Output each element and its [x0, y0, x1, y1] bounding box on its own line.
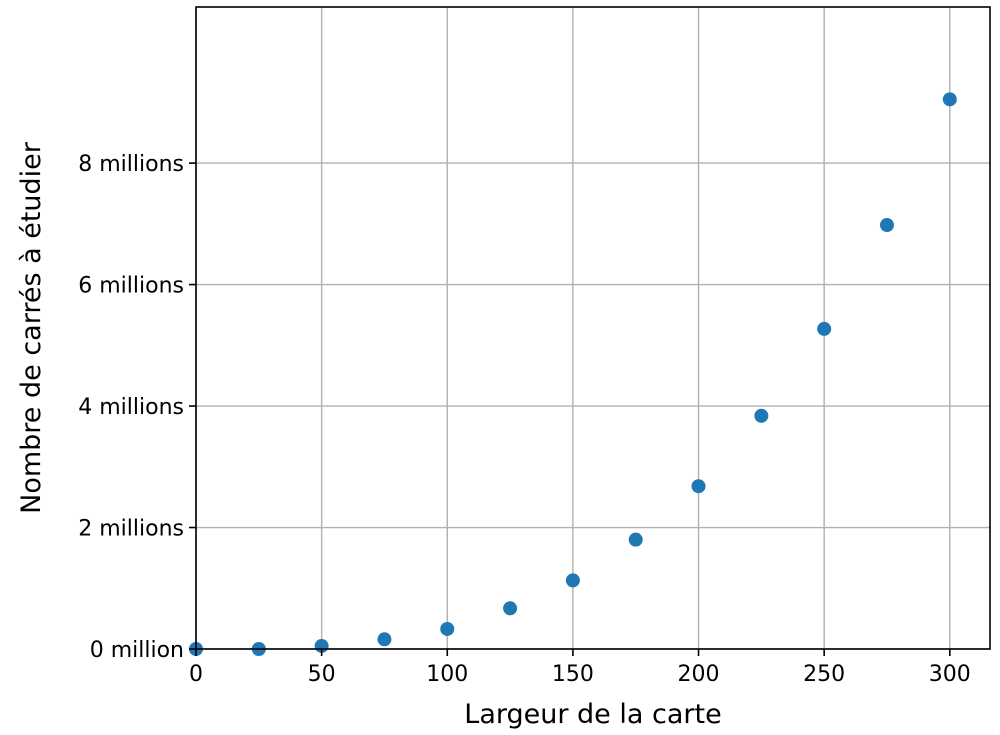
data-point [942, 92, 957, 107]
y-tick-label: 8 millions [78, 152, 184, 177]
y-tick-label: 2 millions [78, 517, 184, 542]
x-tick-label: 300 [929, 662, 971, 687]
data-point [565, 573, 580, 588]
data-point [628, 532, 643, 547]
data-point [879, 218, 894, 233]
axis-ticks: 0 50 100 150 200 250 300 0 million 2 millions 4 m… [78, 152, 971, 687]
y-axis-title: Nombre de carrés à étudier [16, 141, 47, 514]
y-tick-label: 6 millions [78, 274, 184, 299]
data-point [440, 621, 455, 636]
data-point [377, 632, 392, 647]
y-tick-label: 4 millions [78, 395, 184, 420]
data-point [691, 479, 706, 494]
data-point [503, 601, 518, 616]
plot-frame [195, 6, 991, 650]
x-tick-label: 100 [426, 662, 468, 687]
data-point [754, 408, 769, 423]
x-tick-label: 50 [308, 662, 336, 687]
x-tick-label: 200 [678, 662, 720, 687]
x-tick-label: 150 [552, 662, 594, 687]
x-tick-label: 0 [189, 662, 203, 687]
data-point [817, 321, 832, 336]
x-tick-label: 250 [803, 662, 845, 687]
x-axis-title: Largeur de la carte [464, 699, 721, 730]
y-tick-label: 0 million [90, 638, 184, 663]
